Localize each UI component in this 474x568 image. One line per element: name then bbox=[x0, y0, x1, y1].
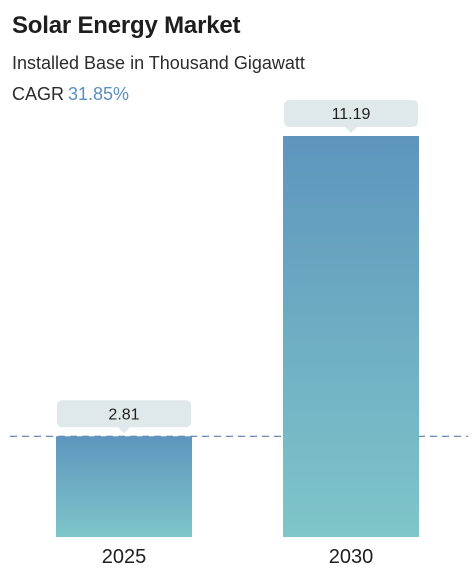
data-label-bubble bbox=[57, 400, 191, 428]
data-label-pointer bbox=[345, 127, 357, 133]
category-label-2030: 2030 bbox=[329, 546, 374, 568]
bar-2025 bbox=[56, 436, 192, 537]
data-label-text: 11.19 bbox=[332, 106, 371, 123]
cagr-line: CAGR 31.85% bbox=[12, 84, 129, 105]
bar-2030 bbox=[283, 136, 419, 537]
cagr-label: CAGR bbox=[12, 84, 65, 104]
data-label-pointer bbox=[118, 427, 130, 434]
category-label-2025: 2025 bbox=[102, 546, 147, 568]
data-label-2025: 2.81 bbox=[57, 400, 191, 434]
cagr-value: 31.85% bbox=[68, 84, 130, 104]
chart-title: Solar Energy Market bbox=[12, 12, 241, 39]
data-label-2030: 11.19 bbox=[284, 100, 418, 133]
data-label-text: 2.81 bbox=[108, 406, 139, 423]
chart-subtitle: Installed Base in Thousand Gigawatt bbox=[12, 53, 305, 73]
data-label-bubble bbox=[284, 100, 418, 127]
